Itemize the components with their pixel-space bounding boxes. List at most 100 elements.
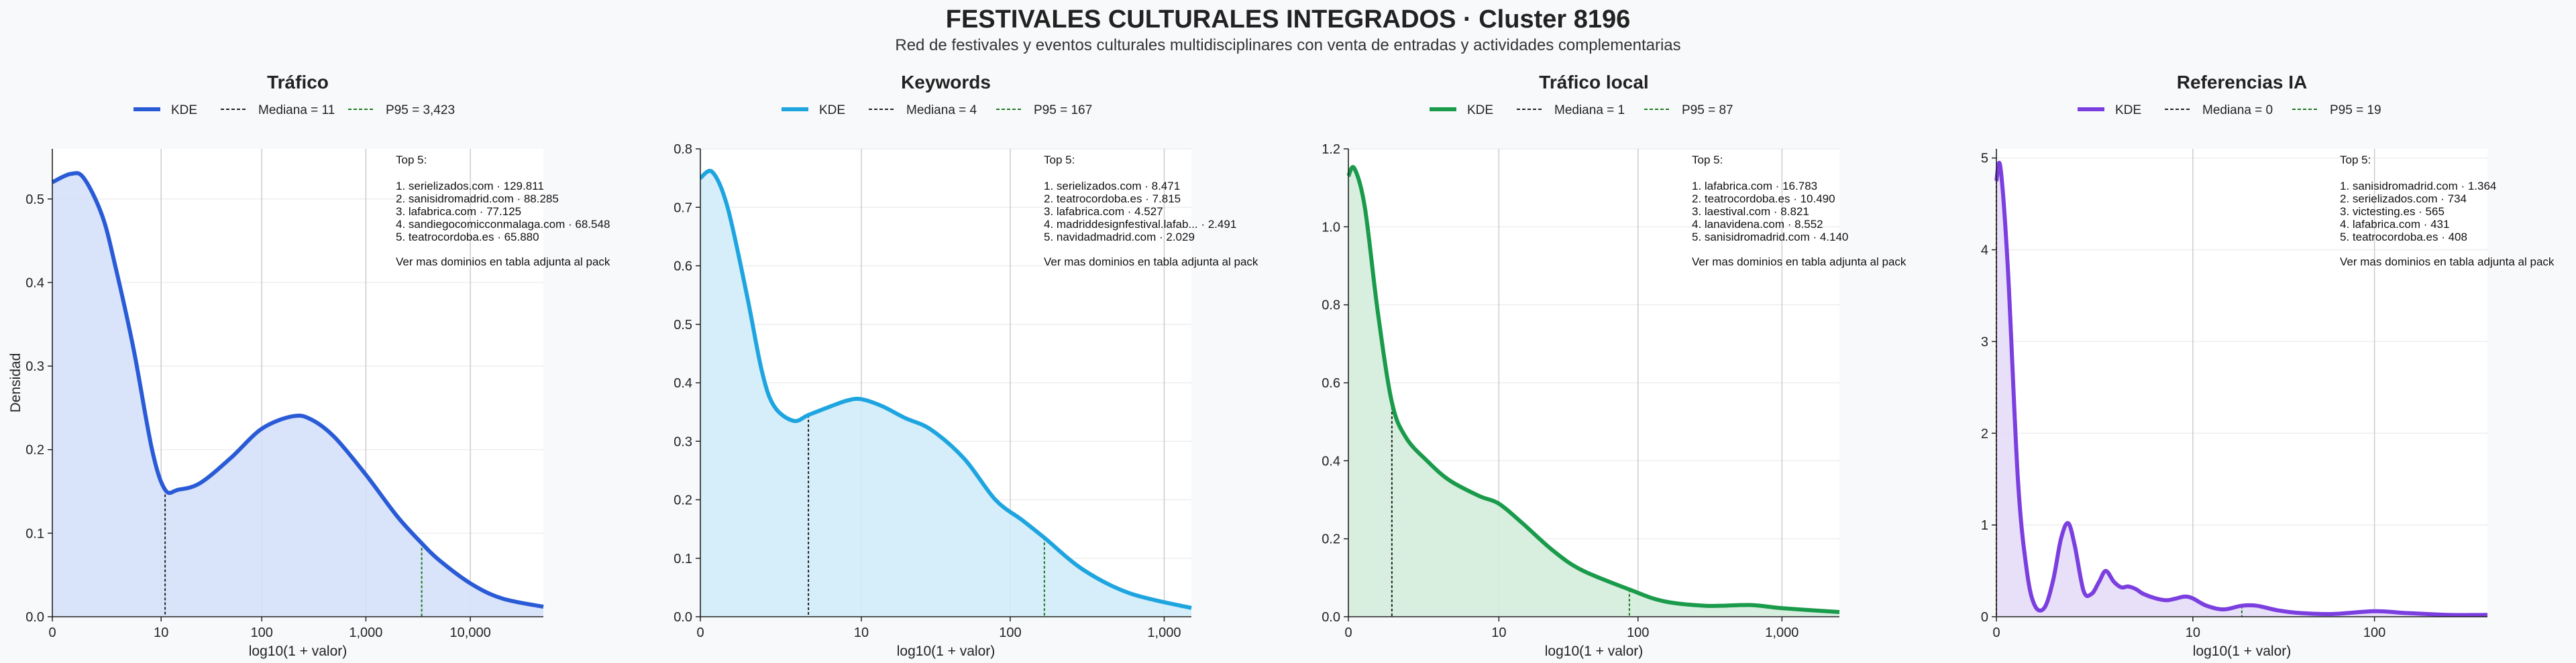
y-tick-label: 0 [1981,610,1988,625]
kde-line [1346,165,1840,615]
top-list-title: Top 5: [1692,154,1723,166]
y-tick-label: 0.1 [674,552,692,566]
page-title: FESTIVALES CULTURALES INTEGRADOS · Clust… [945,5,1631,34]
x-tick-label: 0 [696,625,704,640]
legend-kde-label: KDE [2115,103,2141,117]
top-list-item: 3. victesting.es · 565 [2340,205,2445,218]
kde-panel: 0.0 0.1 0.2 0.3 0.4 0.5 0 10 100 1,000 10,000 log10… [25,72,610,659]
x-tick-label: 1,000 [1147,625,1181,640]
x-tick-label: 0 [1992,625,2000,640]
top-list-item: 4. madriddesignfestival.lafab... · 2.491 [1044,218,1236,231]
top-list-item: 1. serielizados.com · 8.471 [1044,180,1180,192]
panel-title: Tráfico local [1539,72,1648,93]
y-tick-label: 0.6 [674,259,692,274]
x-tick-label: 10 [854,625,869,640]
legend-p95-label: P95 = 167 [1034,103,1092,117]
top-list-item: 5. teatrocordoba.es · 65.880 [396,231,539,243]
x-tick-label: 0 [48,625,56,640]
y-tick-label: 0.8 [1322,298,1340,313]
top-list-item: 2. sanisidromadrid.com · 88.285 [396,192,559,205]
x-tick-label: 0 [1344,625,1352,640]
top-list-item: 3. laestival.com · 8.821 [1692,205,1809,218]
kde-area [52,173,543,617]
x-tick-label: 100 [1627,625,1649,640]
y-tick-label: 0.2 [1322,532,1340,547]
top-list-footnote: Ver mas dominios en tabla adjunta al pac… [1692,255,1907,268]
legend-kde-label: KDE [819,103,845,117]
kde-line [699,168,1192,610]
top-list-item: 3. lafabrica.com · 4.527 [1044,205,1163,218]
kde-panel: 0.0 0.1 0.2 0.3 0.4 0.5 0.6 0.7 0.8 0 10 100 1,000 lo… [674,72,1258,659]
panel-title: Tráfico [267,72,329,93]
legend-p95-label: P95 = 19 [2330,103,2381,117]
y-tick-label: 0.1 [25,526,44,541]
top-list-title: Top 5: [1044,154,1075,166]
y-tick-label: 4 [1981,243,1988,258]
y-tick-label: 2 [1981,426,1988,441]
y-tick-label: 0.5 [25,192,44,207]
legend-median-label: Mediana = 4 [906,103,977,117]
top-list-footnote: Ver mas dominios en tabla adjunta al pac… [396,255,610,268]
y-tick-label: 0.0 [25,610,44,625]
plot-area [1996,149,2487,617]
x-tick-label: 100 [999,625,1021,640]
top-list-item: 2. teatrocordoba.es · 10.490 [1692,192,1835,205]
y-tick-label: 5 [1981,152,1988,166]
y-tick-label: 0.0 [1322,610,1340,625]
top-list-item: 4. sandiegocomicconmalaga.com · 68.548 [396,218,610,231]
x-axis-label: log10(1 + valor) [249,644,347,659]
top-list-item: 1. lafabrica.com · 16.783 [1692,180,1817,192]
kde-area [1348,167,1839,617]
x-tick-label: 1,000 [1765,625,1799,640]
y-tick-label: 0.7 [674,200,692,215]
y-tick-label: 1.2 [1322,142,1340,157]
legend-median-label: Mediana = 0 [2202,103,2273,117]
y-axis-label: Densidad [8,353,23,413]
y-tick-label: 0.5 [674,318,692,333]
legend-p95-label: P95 = 87 [1682,103,1733,117]
top-list-item: 5. teatrocordoba.es · 408 [2340,231,2467,243]
y-tick-label: 0.4 [25,276,44,290]
x-tick-label: 10 [2186,625,2200,640]
kde-panel: 0 1 2 3 4 5 0 10 100 log10(1 + valor) Referencias … [1981,72,2555,659]
y-tick-label: 0.2 [674,493,692,508]
y-tick-label: 0.6 [1322,376,1340,391]
top-list-item: 4. lanavidena.com · 8.552 [1692,218,1823,231]
top-list-item: 2. serielizados.com · 734 [2340,192,2467,205]
x-axis-label: log10(1 + valor) [897,644,996,659]
panel-title: Referencias IA [2177,72,2308,93]
top-list-item: 4. lafabrica.com · 431 [2340,218,2449,231]
panel-title: Keywords [901,72,991,93]
top-list-item: 3. lafabrica.com · 77.125 [396,205,521,218]
top-list-item: 1. serielizados.com · 129.811 [396,180,544,192]
y-tick-label: 1.0 [1322,220,1340,235]
kde-area [700,170,1191,617]
top-list-footnote: Ver mas dominios en tabla adjunta al pac… [2340,255,2555,268]
x-tick-label: 100 [2363,625,2385,640]
legend-kde-label: KDE [171,103,197,117]
page-subtitle: Red de festivales y eventos culturales m… [895,36,1681,54]
top-list-item: 5. sanisidromadrid.com · 4.140 [1692,231,1848,243]
x-tick-label: 10,000 [450,625,491,640]
top-list-item: 2. teatrocordoba.es · 7.815 [1044,192,1181,205]
top-list-title: Top 5: [2340,154,2371,166]
top-list-item: 5. navidadmadrid.com · 2.029 [1044,231,1195,243]
kde-panel: 0.0 0.2 0.4 0.6 0.8 1.0 1.2 0 10 100 1,000 log10(1 … [1322,72,1907,659]
y-tick-label: 0.2 [25,443,44,458]
y-tick-label: 0.8 [674,142,692,157]
x-tick-label: 10 [154,625,168,640]
kde-line [51,171,544,609]
x-tick-label: 1,000 [349,625,382,640]
x-axis-label: log10(1 + valor) [1545,644,1644,659]
x-axis-label: log10(1 + valor) [2193,644,2292,659]
kde-line [1994,160,2488,617]
x-tick-label: 100 [251,625,273,640]
y-tick-label: 0.4 [674,376,692,391]
legend-p95-label: P95 = 3,423 [386,103,455,117]
y-tick-label: 0.3 [25,359,44,374]
top-list-title: Top 5: [396,154,427,166]
legend-kde-label: KDE [1467,103,1493,117]
y-tick-label: 0.4 [1322,454,1340,469]
legend-median-label: Mediana = 1 [1554,103,1625,117]
